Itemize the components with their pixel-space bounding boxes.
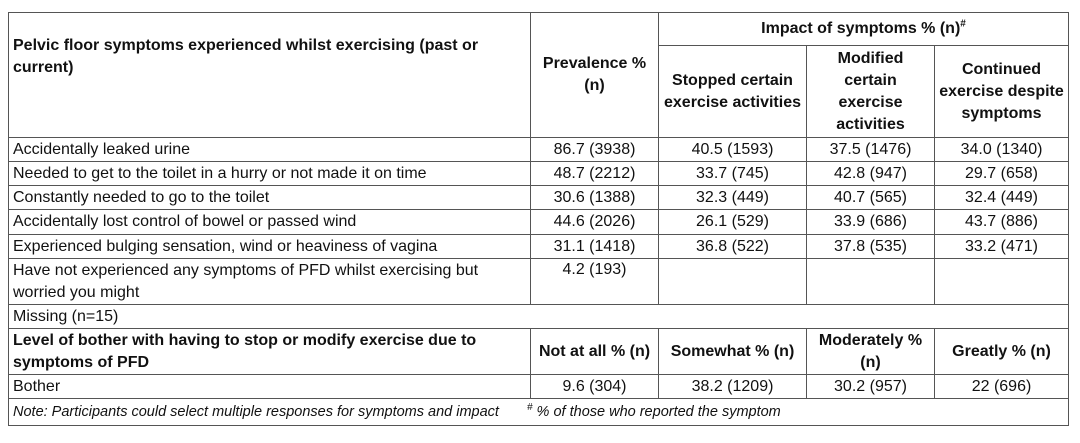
table-row: Constantly needed to go to the toilet 30… bbox=[8, 185, 1069, 210]
empty-cell bbox=[658, 258, 807, 305]
worried-prevalence-cell: 4.2 (193) bbox=[530, 258, 659, 305]
table-row: Needed to get to the toilet in a hurry o… bbox=[8, 161, 1069, 186]
row-label: Accidentally leaked urine bbox=[8, 137, 531, 162]
bother-header-label: Level of bother with having to stop or m… bbox=[8, 328, 531, 375]
stopped-column-header: Stopped certain exercise activities bbox=[658, 45, 807, 138]
somewhat-cell: 38.2 (1209) bbox=[658, 374, 807, 399]
pfd-symptoms-table: Pelvic floor symptoms experienced whilst… bbox=[8, 12, 1069, 426]
somewhat-header: Somewhat % (n) bbox=[658, 328, 807, 375]
stopped-cell: 36.8 (522) bbox=[658, 234, 807, 259]
impact-group-header: Impact of symptoms % (n)# bbox=[658, 12, 1069, 46]
row-label: Experienced bulging sensation, wind or h… bbox=[8, 234, 531, 259]
table-row: Accidentally lost control of bowel or pa… bbox=[8, 209, 1069, 235]
row-label: Accidentally lost control of bowel or pa… bbox=[8, 209, 531, 235]
empty-cell bbox=[934, 258, 1069, 305]
continued-cell: 43.7 (886) bbox=[934, 209, 1069, 235]
moderately-cell: 30.2 (957) bbox=[806, 374, 935, 399]
table-row: Accidentally leaked urine 86.7 (3938) 40… bbox=[8, 137, 1069, 162]
note-text: Note: Participants could select multiple… bbox=[13, 403, 499, 420]
impact-footnote-mark: # bbox=[960, 18, 966, 30]
modified-cell: 33.9 (686) bbox=[806, 209, 935, 235]
table-row: Experienced bulging sensation, wind or h… bbox=[8, 234, 1069, 259]
modified-cell: 37.8 (535) bbox=[806, 234, 935, 259]
bother-row-label: Bother bbox=[8, 374, 531, 399]
missing-row: Missing (n=15) bbox=[8, 304, 1069, 329]
moderately-header: Moderately % (n) bbox=[806, 328, 935, 375]
stopped-cell: 26.1 (529) bbox=[658, 209, 807, 235]
continued-cell: 34.0 (1340) bbox=[934, 137, 1069, 162]
bother-row: Bother 9.6 (304) 38.2 (1209) 30.2 (957) … bbox=[8, 374, 1069, 399]
impact-group-label: Impact of symptoms % (n) bbox=[761, 20, 961, 37]
prevalence-cell: 30.6 (1388) bbox=[530, 185, 659, 210]
prevalence-column-header: Prevalence % (n) bbox=[530, 12, 659, 138]
prevalence-cell: 48.7 (2212) bbox=[530, 161, 659, 186]
continued-column-header: Continued exercise despite symptoms bbox=[934, 45, 1069, 138]
worried-row-label: Have not experienced any symptoms of PFD… bbox=[8, 258, 531, 305]
modified-cell: 42.8 (947) bbox=[806, 161, 935, 186]
modified-cell: 40.7 (565) bbox=[806, 185, 935, 210]
stopped-cell: 33.7 (745) bbox=[658, 161, 807, 186]
row-label: Constantly needed to go to the toilet bbox=[8, 185, 531, 210]
note-footnote-text: % of those who reported the symptom bbox=[532, 403, 781, 420]
missing-label: Missing (n=15) bbox=[8, 304, 1069, 329]
not-at-all-header: Not at all % (n) bbox=[530, 328, 659, 375]
continued-cell: 33.2 (471) bbox=[934, 234, 1069, 259]
modified-cell: 37.5 (1476) bbox=[806, 137, 935, 162]
note-footnote-mark: # bbox=[526, 401, 533, 413]
not-at-all-cell: 9.6 (304) bbox=[530, 374, 659, 399]
stopped-cell: 40.5 (1593) bbox=[658, 137, 807, 162]
header-row-1: Pelvic floor symptoms experienced whilst… bbox=[8, 12, 1069, 138]
stopped-cell: 32.3 (449) bbox=[658, 185, 807, 210]
table-note: Note: Participants could select multiple… bbox=[8, 398, 1069, 426]
empty-cell bbox=[806, 258, 935, 305]
row-label: Needed to get to the toilet in a hurry o… bbox=[8, 161, 531, 186]
greatly-cell: 22 (696) bbox=[934, 374, 1069, 399]
continued-cell: 29.7 (658) bbox=[934, 161, 1069, 186]
symptoms-column-header: Pelvic floor symptoms experienced whilst… bbox=[8, 12, 531, 138]
modified-column-header: Modified certain exercise activities bbox=[806, 45, 935, 138]
header-row-2: Stopped certain exercise activities Modi… bbox=[9, 45, 1069, 138]
prevalence-cell: 86.7 (3938) bbox=[530, 137, 659, 162]
continued-cell: 32.4 (449) bbox=[934, 185, 1069, 210]
bother-header-row: Level of bother with having to stop or m… bbox=[8, 328, 1069, 375]
worried-row: Have not experienced any symptoms of PFD… bbox=[8, 258, 1069, 305]
greatly-header: Greatly % (n) bbox=[934, 328, 1069, 375]
prevalence-cell: 31.1 (1418) bbox=[530, 234, 659, 259]
note-row: Note: Participants could select multiple… bbox=[8, 398, 1069, 426]
prevalence-cell: 44.6 (2026) bbox=[530, 209, 659, 235]
